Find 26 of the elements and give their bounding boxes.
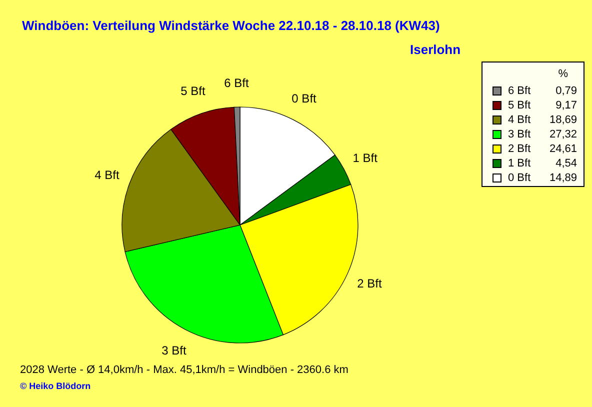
legend-label: 6 Bft: [508, 85, 531, 97]
legend-label: 2 Bft: [508, 143, 531, 155]
chart-title: Windböen: Verteilung Windstärke Woche 22.10.18 - 28.10.18 (KW43): [22, 18, 440, 33]
data-label: 27,32: [549, 128, 577, 140]
slice-label: 5 Bft: [180, 84, 206, 98]
text: © Heiko Blödorn: [20, 381, 91, 391]
slice-label: 3 Bft: [162, 344, 187, 358]
data-label: 18,69: [549, 114, 577, 126]
legend-label: 4 Bft: [508, 114, 531, 126]
legend-label: 0 Bft: [508, 172, 531, 184]
legend-title: %: [558, 68, 568, 80]
legend-label: 3 Bft: [508, 128, 531, 140]
slice-label: 4 Bft: [94, 168, 120, 182]
slice-label: 2 Bft: [357, 276, 382, 290]
data-label: 14,89: [549, 172, 577, 184]
data-label: 0,79: [556, 85, 577, 97]
legend-label: 5 Bft: [508, 100, 531, 112]
slice-label: 6 Bft: [224, 76, 250, 90]
chart-subtitle: Iserlohn: [410, 42, 461, 57]
text: 2028 Werte - Ø 14,0km/h - Max. 45,1km/h = Windböen - 2360.6 km: [20, 364, 348, 376]
data-label: 4,54: [556, 158, 577, 170]
data-label: 9,17: [556, 100, 577, 112]
slice-label: 0 Bft: [292, 91, 318, 106]
data-label: 24,61: [549, 143, 577, 155]
legend-label: 1 Bft: [508, 158, 531, 170]
slice-label: 1 Bft: [352, 150, 378, 165]
